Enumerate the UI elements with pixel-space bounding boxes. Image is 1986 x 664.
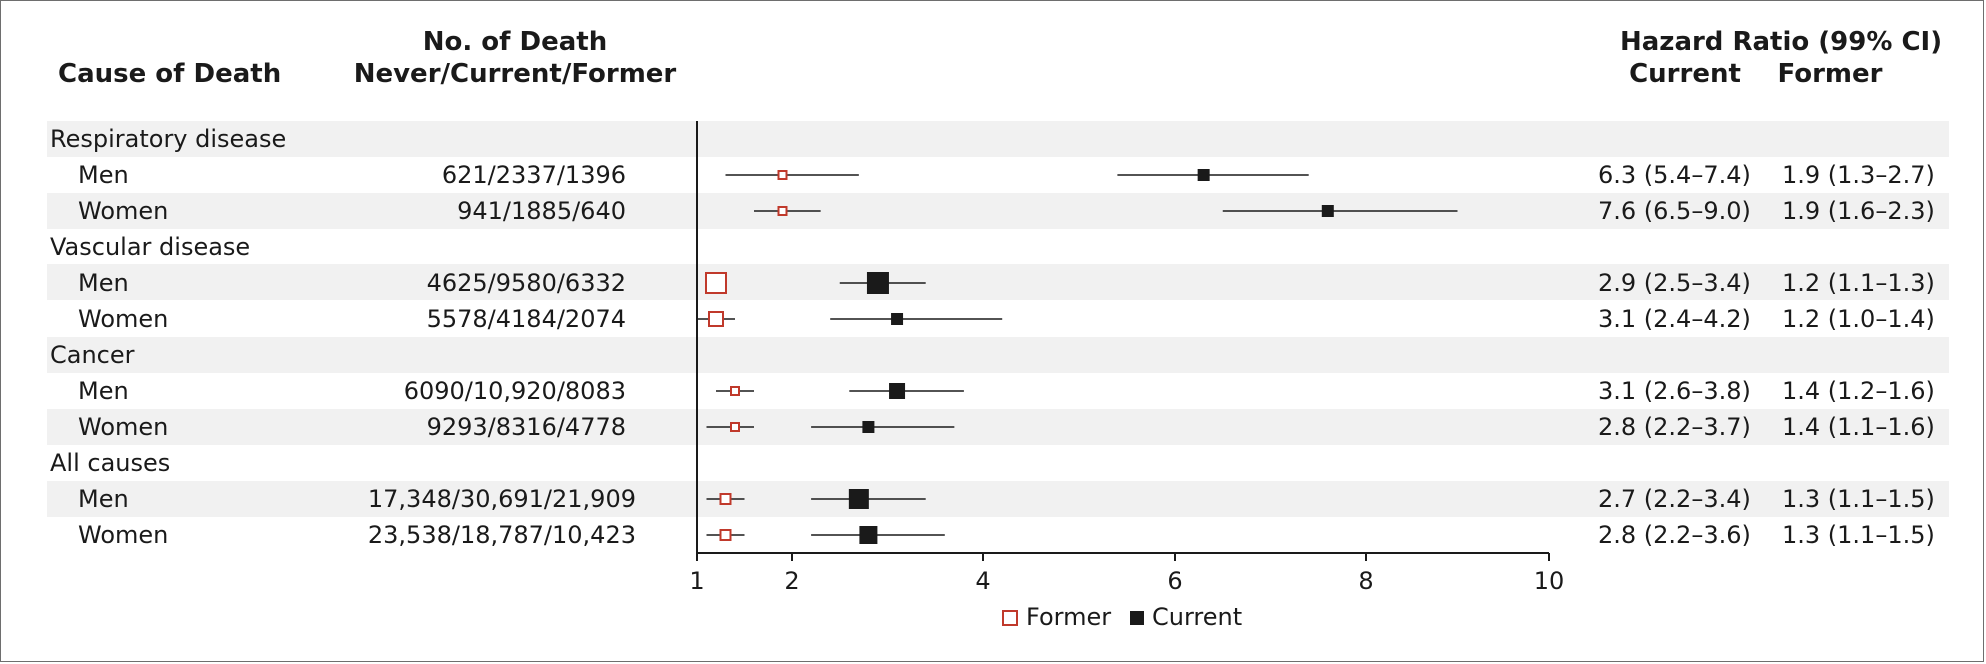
hr-current-text: 2.8 (2.2–3.6)	[1598, 521, 1751, 549]
row-stripe	[47, 409, 1949, 445]
death-count: 941/1885/640	[457, 197, 626, 225]
current-point	[889, 383, 906, 399]
hr-current-text: 2.9 (2.5–3.4)	[1598, 269, 1751, 297]
death-count: 6090/10,920/8083	[403, 377, 626, 405]
legend-former-swatch	[1002, 610, 1018, 626]
former-point	[719, 493, 732, 505]
death-count: 5578/4184/2074	[426, 305, 626, 333]
legend-former-label: Former	[1026, 603, 1112, 631]
row-stripe	[47, 121, 1949, 157]
row-stripe	[47, 264, 1949, 300]
header-cause: Cause of Death	[58, 59, 282, 89]
former-point	[730, 422, 740, 432]
header-current: Current	[1629, 59, 1741, 89]
header-hazard-ratio: Hazard Ratio (99% CI)	[1620, 27, 1943, 57]
former-point	[777, 206, 788, 216]
former-point	[705, 272, 727, 294]
hr-former-text: 1.9 (1.6–2.3)	[1782, 197, 1935, 225]
former-point	[777, 170, 788, 180]
header-deaths-line2: Never/Current/Former	[353, 59, 677, 89]
hr-current-text: 3.1 (2.6–3.8)	[1598, 377, 1751, 405]
hr-current-text: 6.3 (5.4–7.4)	[1598, 161, 1751, 189]
hr-current-text: 3.1 (2.4–4.2)	[1598, 305, 1751, 333]
current-point	[891, 313, 904, 325]
x-tick-label: 6	[1167, 567, 1182, 595]
current-point	[859, 526, 878, 544]
row-label: Women	[78, 521, 169, 549]
group-label: Respiratory disease	[50, 125, 287, 153]
current-point	[848, 489, 869, 509]
group-label: Vascular disease	[50, 233, 251, 261]
death-count: 4625/9580/6332	[426, 269, 626, 297]
row-stripe	[47, 337, 1949, 373]
current-point	[866, 272, 889, 294]
hr-current-text: 2.8 (2.2–3.7)	[1598, 413, 1751, 441]
legend-current: Current	[1130, 602, 1242, 632]
current-point	[1321, 205, 1334, 217]
current-point	[1197, 169, 1210, 181]
x-tick-label: 10	[1534, 567, 1565, 595]
group-label: Cancer	[50, 341, 135, 369]
hr-former-text: 1.3 (1.1–1.5)	[1782, 521, 1935, 549]
hr-former-text: 1.2 (1.0–1.4)	[1782, 305, 1935, 333]
row-label: Women	[78, 305, 169, 333]
death-count: 9293/8316/4778	[426, 413, 626, 441]
death-count: 17,348/30,691/21,909	[367, 485, 636, 513]
hr-former-text: 1.3 (1.1–1.5)	[1782, 485, 1935, 513]
row-label: Women	[78, 197, 169, 225]
row-label: Men	[78, 377, 129, 405]
x-tick-label: 4	[975, 567, 990, 595]
row-label: Men	[78, 269, 129, 297]
death-count: 621/2337/1396	[441, 161, 626, 189]
former-point	[708, 311, 724, 327]
hr-former-text: 1.9 (1.3–2.7)	[1782, 161, 1935, 189]
row-label: Women	[78, 413, 169, 441]
hr-current-text: 2.7 (2.2–3.4)	[1598, 485, 1751, 513]
legend-former: Former	[1002, 602, 1111, 632]
hr-former-text: 1.2 (1.1–1.3)	[1782, 269, 1935, 297]
legend-current-swatch	[1130, 611, 1144, 625]
former-point	[730, 386, 740, 396]
hr-current-text: 7.6 (6.5–9.0)	[1598, 197, 1751, 225]
row-stripe	[47, 193, 1949, 229]
x-tick-label: 8	[1358, 567, 1373, 595]
row-label: Men	[78, 161, 129, 189]
header-former: Former	[1777, 59, 1883, 89]
row-stripe	[47, 481, 1949, 517]
death-count: 23,538/18,787/10,423	[367, 521, 636, 549]
group-label: All causes	[50, 449, 171, 477]
current-point	[862, 421, 875, 433]
hr-former-text: 1.4 (1.2–1.6)	[1782, 377, 1935, 405]
x-tick-label: 1	[689, 567, 704, 595]
header-deaths-line1: No. of Death	[422, 27, 608, 57]
x-tick-label: 2	[784, 567, 799, 595]
legend-current-label: Current	[1152, 603, 1243, 631]
former-point	[719, 529, 732, 541]
hr-former-text: 1.4 (1.1–1.6)	[1782, 413, 1935, 441]
row-label: Men	[78, 485, 129, 513]
